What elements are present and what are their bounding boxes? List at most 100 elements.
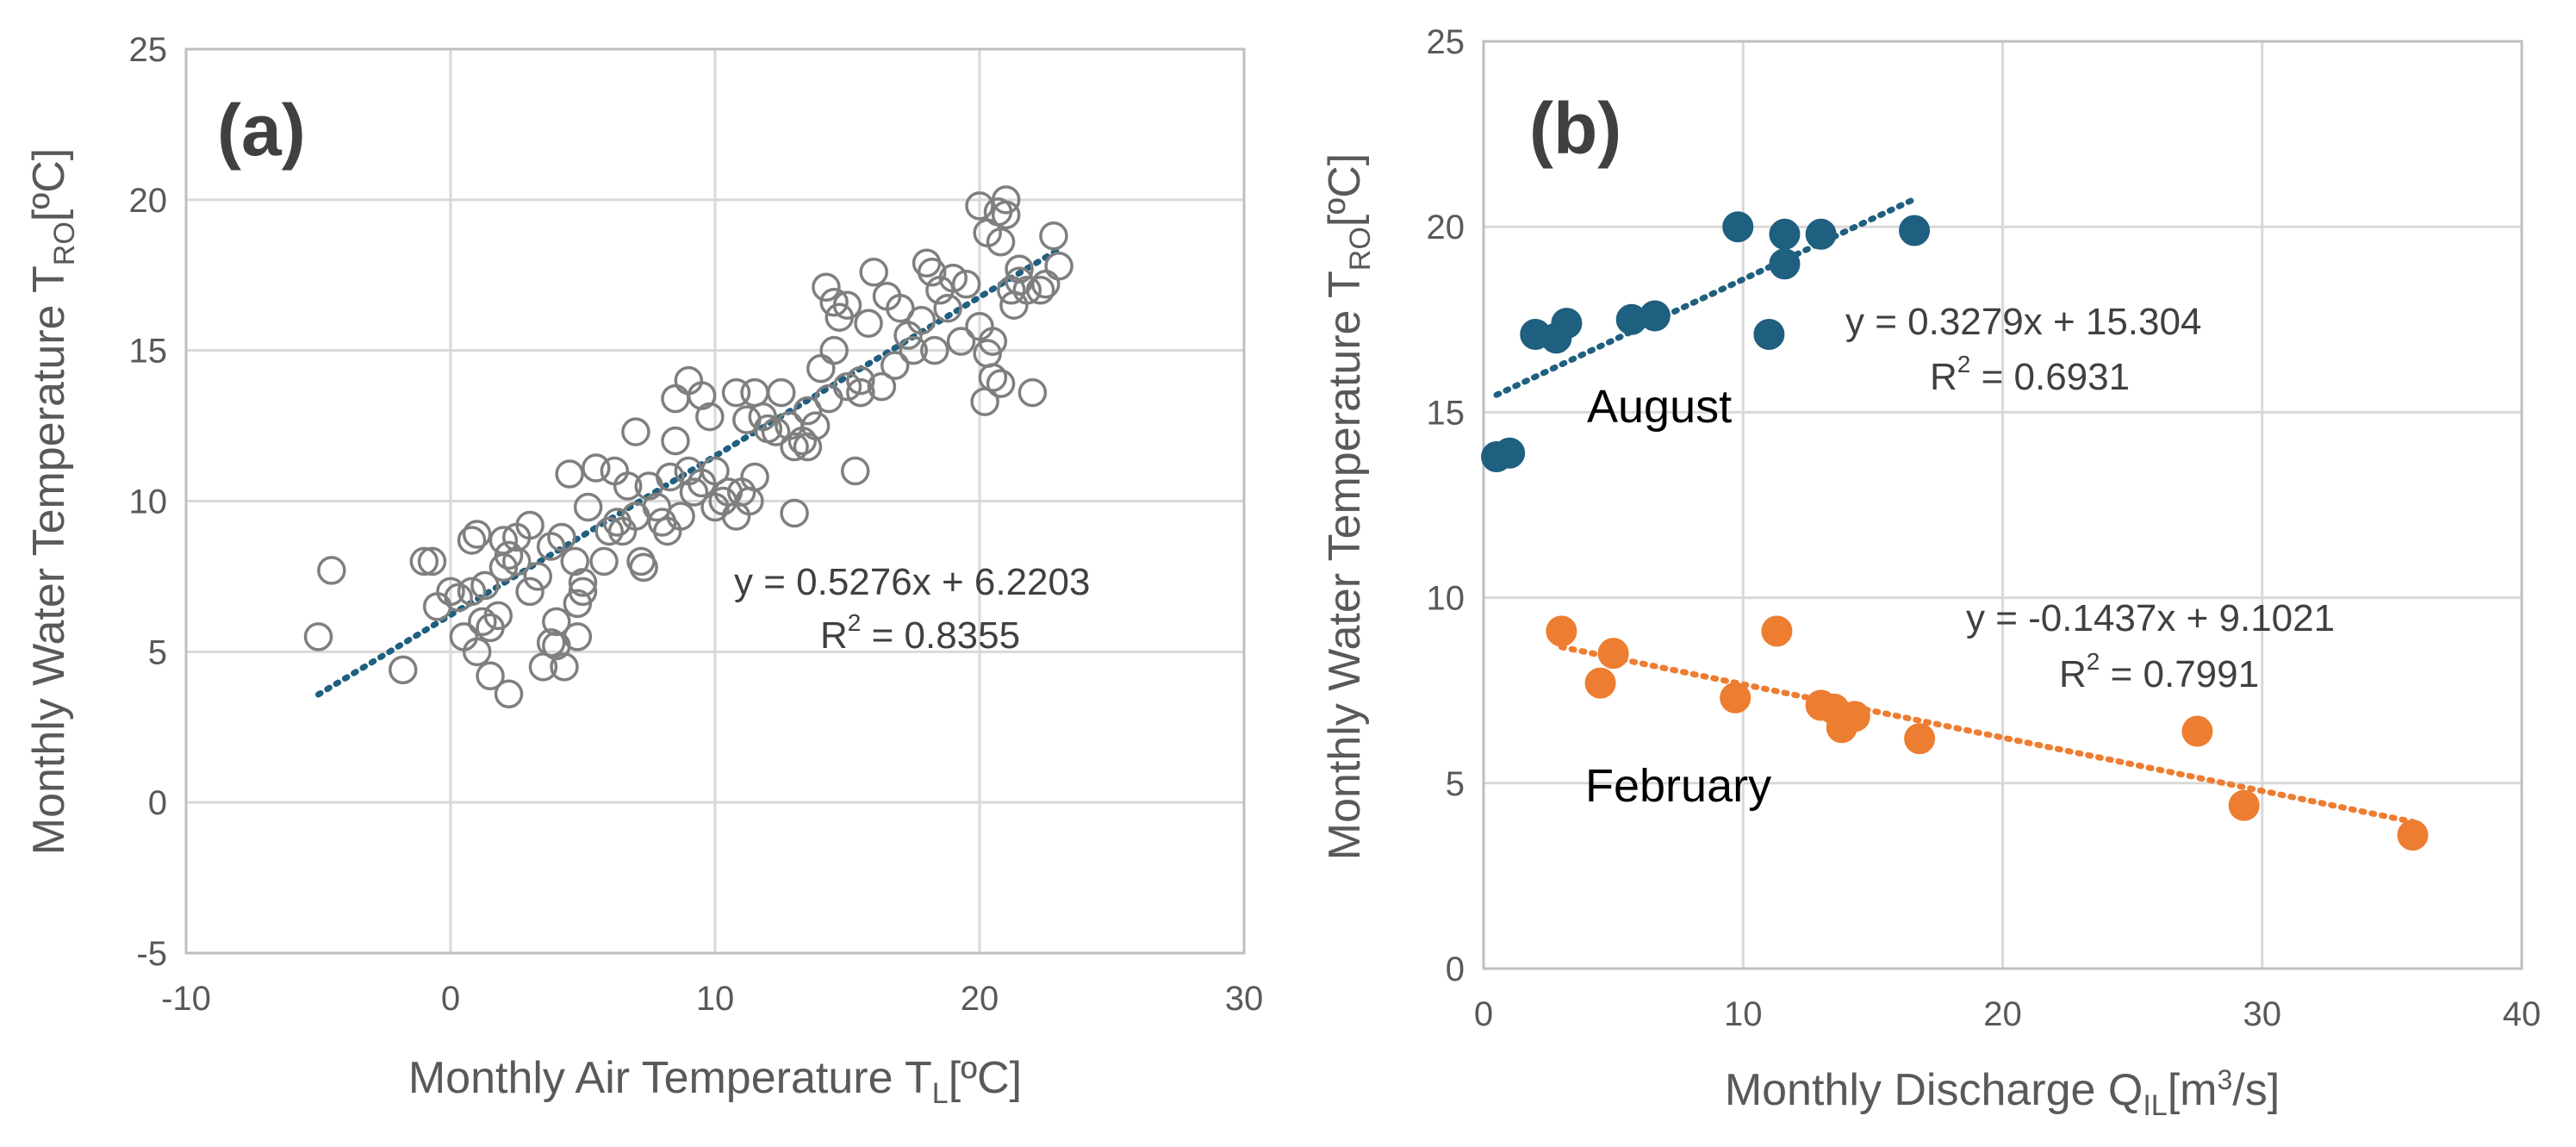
panel-b-y-tick-label: 0 <box>1446 951 1465 988</box>
panel-b-plot-frame <box>1482 40 2523 970</box>
panel-b-ylabel-main: Monthly Water Temperature T <box>1320 271 1370 860</box>
data-point-panel-a <box>832 371 862 402</box>
data-point-panel-a <box>600 456 630 486</box>
panel-b-xlabel-unit-end: /s] <box>2232 1065 2280 1115</box>
data-point-panel-a <box>906 305 936 335</box>
panel-a-x-axis-title: Monthly Air Temperature TL[ºC] <box>408 1053 1022 1110</box>
panel-b-trendlines <box>1493 196 2416 826</box>
series-label-february: February <box>1585 760 1771 812</box>
panel-b-x-tick-label: 10 <box>1724 995 1763 1033</box>
data-point-panel-a <box>793 396 823 426</box>
data-point-february <box>1904 723 1936 755</box>
data-point-panel-a <box>476 661 505 691</box>
panel-b-x-tick-label: 40 <box>2503 995 2542 1033</box>
panel-a-y-tick-label: 20 <box>129 182 168 220</box>
data-point-panel-a <box>740 377 769 408</box>
panel-a-x-tick-label: -10 <box>161 980 211 1018</box>
data-point-february <box>2228 789 2260 821</box>
data-point-panel-a <box>542 607 571 637</box>
data-point-august <box>1551 308 1583 340</box>
panel-a-y-tick-label: 5 <box>148 633 167 671</box>
panel-b-label: (b) <box>1529 88 1621 169</box>
data-point-panel-a <box>854 309 883 338</box>
data-point-panel-a <box>568 577 598 607</box>
data-point-panel-a <box>920 335 949 365</box>
data-point-panel-a <box>388 655 418 685</box>
data-point-february <box>1584 667 1616 699</box>
panel-a-r2-sup: 2 <box>848 609 862 636</box>
panel-a-r2-value: = 0.8355 <box>861 614 1020 657</box>
data-point-panel-a <box>417 546 447 577</box>
data-point-panel-a <box>800 411 831 440</box>
panel-a-label: (a) <box>217 90 306 171</box>
panel-a-y-tick-label: -5 <box>136 935 167 973</box>
panel-b-y-tick-label: 15 <box>1427 394 1465 432</box>
data-point-panel-a <box>502 546 532 577</box>
panel-a-xlabel-sub: L <box>932 1077 949 1110</box>
data-point-august <box>1639 300 1671 332</box>
data-point-february <box>1597 638 1629 670</box>
data-point-panel-a <box>494 540 524 570</box>
data-point-august <box>1769 218 1801 250</box>
data-point-february <box>1761 615 1793 647</box>
data-point-panel-a <box>303 622 333 651</box>
chart-panel-a: -10 0 10 20 30 -5 0 5 10 15 20 25 (a) y = 0.5276x … <box>24 31 1263 1110</box>
data-point-panel-a <box>867 371 897 402</box>
panel-b-x-axis-title: Monthly Discharge QIL[m3/s] <box>1725 1064 2280 1122</box>
chart-panel-b: 0 10 20 30 40 0 5 10 15 20 25 (b) August February… <box>1320 23 2541 1122</box>
data-point-panel-a <box>536 532 566 561</box>
data-point-panel-a <box>661 426 690 456</box>
panel-b-y-tick-label: 20 <box>1427 209 1465 246</box>
panel-b-y-tick-labels: 0 5 10 15 20 25 <box>1427 23 1465 988</box>
data-point-panel-a <box>695 402 725 432</box>
data-point-panel-a <box>859 258 888 287</box>
february-r2-sup: 2 <box>2087 648 2100 675</box>
panel-a-plot-frame <box>184 47 1246 955</box>
panel-a-x-tick-label: 20 <box>961 980 999 1018</box>
panel-b-y-tick-label: 5 <box>1446 765 1465 803</box>
data-point-panel-a <box>970 387 999 416</box>
data-point-panel-a <box>462 520 492 549</box>
data-point-february <box>1546 615 1577 647</box>
data-point-panel-a <box>767 377 796 408</box>
data-point-panel-a <box>674 365 704 396</box>
data-point-panel-a <box>793 432 823 462</box>
data-point-panel-a <box>832 290 862 320</box>
data-point-panel-a <box>933 293 962 323</box>
panel-a-ylabel-unit: [ºC] <box>24 148 74 221</box>
panel-a-y-tick-labels: -5 0 5 10 15 20 25 <box>129 31 168 973</box>
data-point-panel-a <box>457 577 487 607</box>
data-point-panel-a <box>986 369 1016 398</box>
panel-b-ylabel-unit: [ºC] <box>1320 153 1370 227</box>
panel-b-x-tick-label: 20 <box>1983 995 2022 1033</box>
data-point-panel-a <box>550 652 579 682</box>
february-r2-prefix: R <box>2059 653 2087 695</box>
panel-b-x-tick-labels: 0 10 20 30 40 <box>1474 995 2541 1033</box>
data-point-panel-a <box>1031 269 1061 299</box>
data-point-panel-a <box>819 287 849 317</box>
panel-b-y-tick-label: 10 <box>1427 580 1465 618</box>
data-point-panel-a <box>317 556 346 585</box>
data-point-february <box>1839 701 1870 732</box>
data-point-panel-a <box>555 459 584 489</box>
data-point-panel-a <box>780 432 809 462</box>
data-point-panel-a <box>814 383 843 414</box>
data-point-panel-a <box>515 577 544 607</box>
series-label-august: August <box>1587 381 1732 433</box>
data-point-panel-a <box>819 335 849 365</box>
data-point-panel-a <box>573 492 603 522</box>
data-point-panel-a <box>1044 252 1073 281</box>
data-point-panel-a <box>470 570 500 601</box>
data-point-panel-a <box>1025 275 1055 305</box>
data-point-panel-a <box>666 502 695 531</box>
data-point-panel-a <box>1012 275 1042 305</box>
panel-a-r2-prefix: R <box>820 614 848 657</box>
data-point-february <box>1720 682 1752 714</box>
panel-b-y-axis-title: Monthly Water Temperature TRO[ºC] <box>1320 153 1377 860</box>
panel-a-gridlines <box>184 47 1246 955</box>
data-point-panel-a <box>991 185 1021 215</box>
data-point-panel-a <box>721 502 751 531</box>
data-point-panel-a <box>547 522 576 552</box>
data-point-august <box>1899 215 1931 246</box>
